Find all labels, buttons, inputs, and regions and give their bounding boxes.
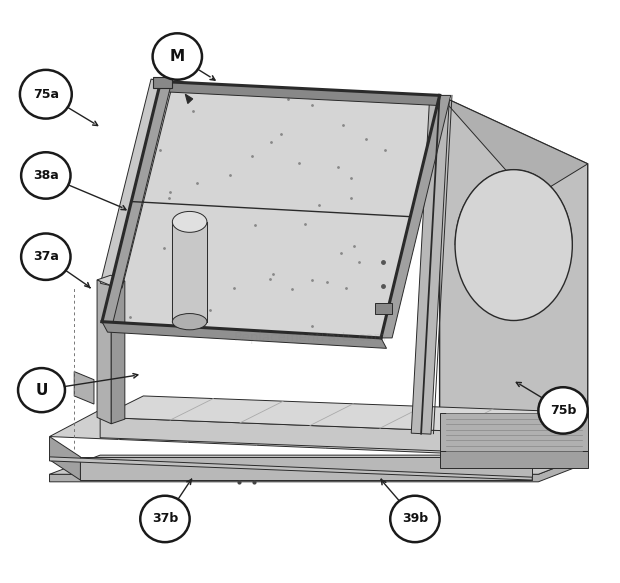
Polygon shape (100, 79, 173, 288)
Circle shape (538, 387, 588, 434)
Polygon shape (100, 417, 520, 454)
Polygon shape (440, 96, 588, 413)
Polygon shape (411, 95, 449, 434)
Text: U: U (35, 382, 48, 398)
Polygon shape (102, 322, 386, 349)
Polygon shape (50, 455, 588, 482)
Text: 37a: 37a (33, 250, 59, 263)
Polygon shape (161, 82, 445, 106)
Circle shape (140, 496, 190, 542)
Polygon shape (50, 410, 582, 457)
Circle shape (21, 233, 71, 280)
Polygon shape (440, 96, 588, 245)
Text: M: M (170, 49, 185, 64)
Polygon shape (50, 455, 588, 474)
Polygon shape (81, 457, 532, 480)
Circle shape (390, 496, 440, 542)
Polygon shape (100, 396, 563, 434)
Polygon shape (74, 371, 94, 404)
Polygon shape (97, 280, 111, 424)
Polygon shape (97, 275, 125, 286)
Polygon shape (185, 94, 193, 104)
Circle shape (18, 368, 65, 412)
Ellipse shape (172, 212, 207, 232)
Ellipse shape (172, 314, 207, 330)
Polygon shape (50, 457, 532, 480)
Polygon shape (440, 413, 588, 451)
Circle shape (20, 70, 72, 118)
Text: 38a: 38a (33, 169, 59, 182)
Circle shape (21, 152, 71, 199)
Text: ReplacementParts.com: ReplacementParts.com (233, 331, 387, 345)
Circle shape (153, 33, 202, 80)
Text: 37b: 37b (152, 512, 178, 525)
Text: 75a: 75a (33, 87, 59, 101)
Polygon shape (375, 303, 392, 314)
Polygon shape (50, 437, 81, 480)
Text: 75b: 75b (550, 404, 576, 417)
Polygon shape (440, 451, 588, 469)
Polygon shape (381, 96, 451, 338)
Polygon shape (111, 281, 125, 424)
Polygon shape (102, 82, 172, 322)
Text: 39b: 39b (402, 512, 428, 525)
Polygon shape (172, 222, 207, 322)
Ellipse shape (455, 170, 572, 321)
Polygon shape (153, 77, 172, 89)
Polygon shape (102, 82, 440, 338)
